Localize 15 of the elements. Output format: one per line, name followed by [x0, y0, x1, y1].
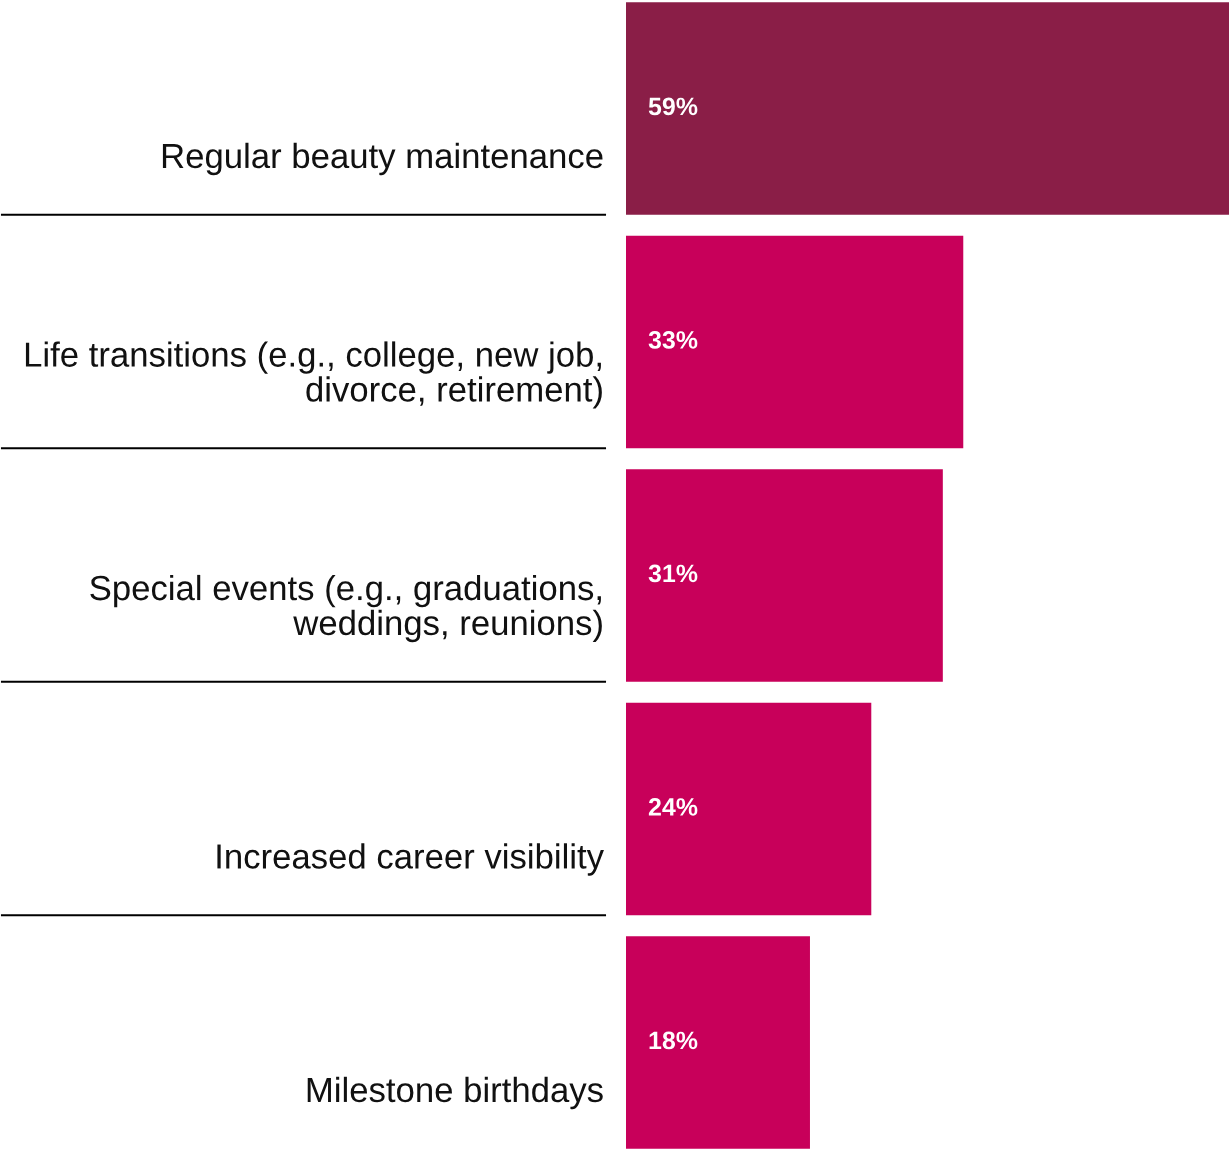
data-label: 33%	[648, 331, 698, 349]
bar	[626, 235, 964, 449]
y-tick-label: Regular beauty maintenance	[162, 142, 603, 176]
y-tick-label: Special events (e.g., graduations, weddings, reunions)	[90, 574, 602, 643]
data-label: 59%	[648, 97, 698, 116]
bar	[626, 936, 810, 1149]
bar	[626, 702, 872, 916]
y-tick-label: Milestone birthdays	[307, 1076, 603, 1110]
y-tick-label: Increased career visibility	[217, 843, 604, 876]
bar	[626, 2, 1229, 215]
y-tick-label: Life transitions (e.g., college, new job, divorce, retirement)	[25, 341, 602, 409]
data-label: 24%	[648, 798, 698, 816]
data-label: 31%	[648, 564, 698, 583]
bar	[626, 469, 943, 682]
data-label: 18%	[649, 1031, 698, 1050]
